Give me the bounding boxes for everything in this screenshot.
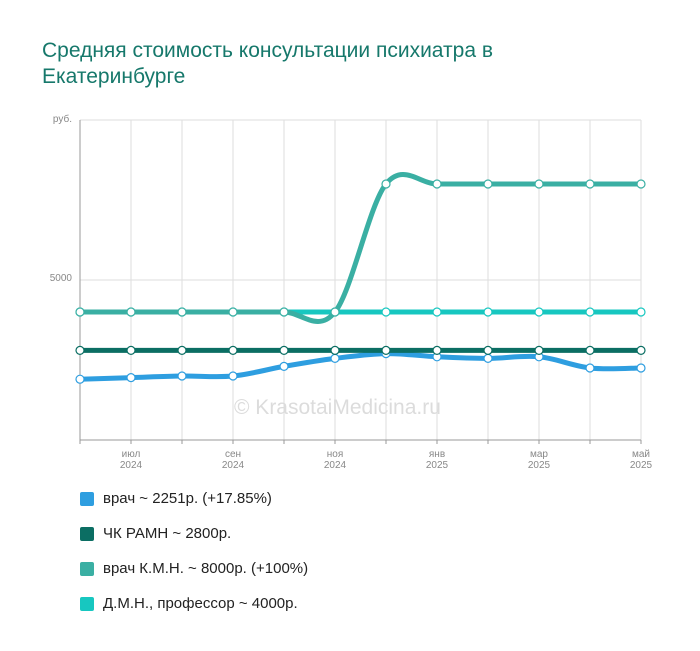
legend-swatch: [80, 527, 94, 541]
watermark: © KrasotaiMedicina.ru: [234, 396, 441, 419]
point: [75, 374, 85, 384]
point: [177, 345, 187, 355]
point: [381, 179, 391, 189]
x-tick-label: июл 2024: [119, 449, 143, 471]
y-tick-label: 5000: [49, 273, 72, 284]
x-tick-label: ноя 2024: [323, 449, 347, 471]
point: [585, 363, 595, 373]
point: [534, 307, 544, 317]
point: [126, 307, 136, 317]
point: [636, 345, 646, 355]
point: [636, 307, 646, 317]
x-tick-label: мар 2025: [527, 449, 551, 471]
point: [177, 371, 187, 381]
point: [75, 345, 85, 355]
point: [126, 345, 136, 355]
point: [432, 179, 442, 189]
x-tick-label: сен 2024: [221, 449, 245, 471]
x-tick-label: янв 2025: [425, 449, 449, 471]
point: [330, 353, 340, 363]
chart-title: Средняя стоимость консультации психиатра…: [42, 39, 493, 88]
point: [483, 307, 493, 317]
legend-swatch: [80, 562, 94, 576]
legend-label: ЧК РАМН ~ 2800р.: [103, 525, 232, 542]
point: [432, 307, 442, 317]
legend-label: врач К.М.Н. ~ 8000р. (+100%): [103, 560, 309, 577]
point: [330, 345, 340, 355]
x-tick-label: май 2025: [629, 449, 653, 471]
point: [279, 307, 289, 317]
point: [228, 371, 238, 381]
y-axis-label: руб.: [52, 114, 72, 125]
legend-swatch: [80, 597, 94, 611]
point: [75, 307, 85, 317]
point: [432, 345, 442, 355]
legend-label: Д.М.Н., профессор ~ 4000р.: [103, 595, 298, 612]
point: [534, 345, 544, 355]
legend-label: врач ~ 2251р. (+17.85%): [103, 490, 272, 507]
point: [636, 179, 646, 189]
point: [585, 179, 595, 189]
point: [228, 307, 238, 317]
point: [381, 307, 391, 317]
point: [228, 345, 238, 355]
point: [636, 363, 646, 373]
point: [534, 179, 544, 189]
point: [279, 361, 289, 371]
series-line: [79, 172, 641, 324]
point: [483, 179, 493, 189]
series-line: [79, 351, 642, 382]
point: [330, 307, 340, 317]
point: [126, 373, 136, 383]
point: [483, 353, 493, 363]
legend-swatch: [80, 492, 94, 506]
point: [585, 345, 595, 355]
point: [483, 345, 493, 355]
point: [279, 345, 289, 355]
point: [177, 307, 187, 317]
point: [381, 345, 391, 355]
point: [585, 307, 595, 317]
